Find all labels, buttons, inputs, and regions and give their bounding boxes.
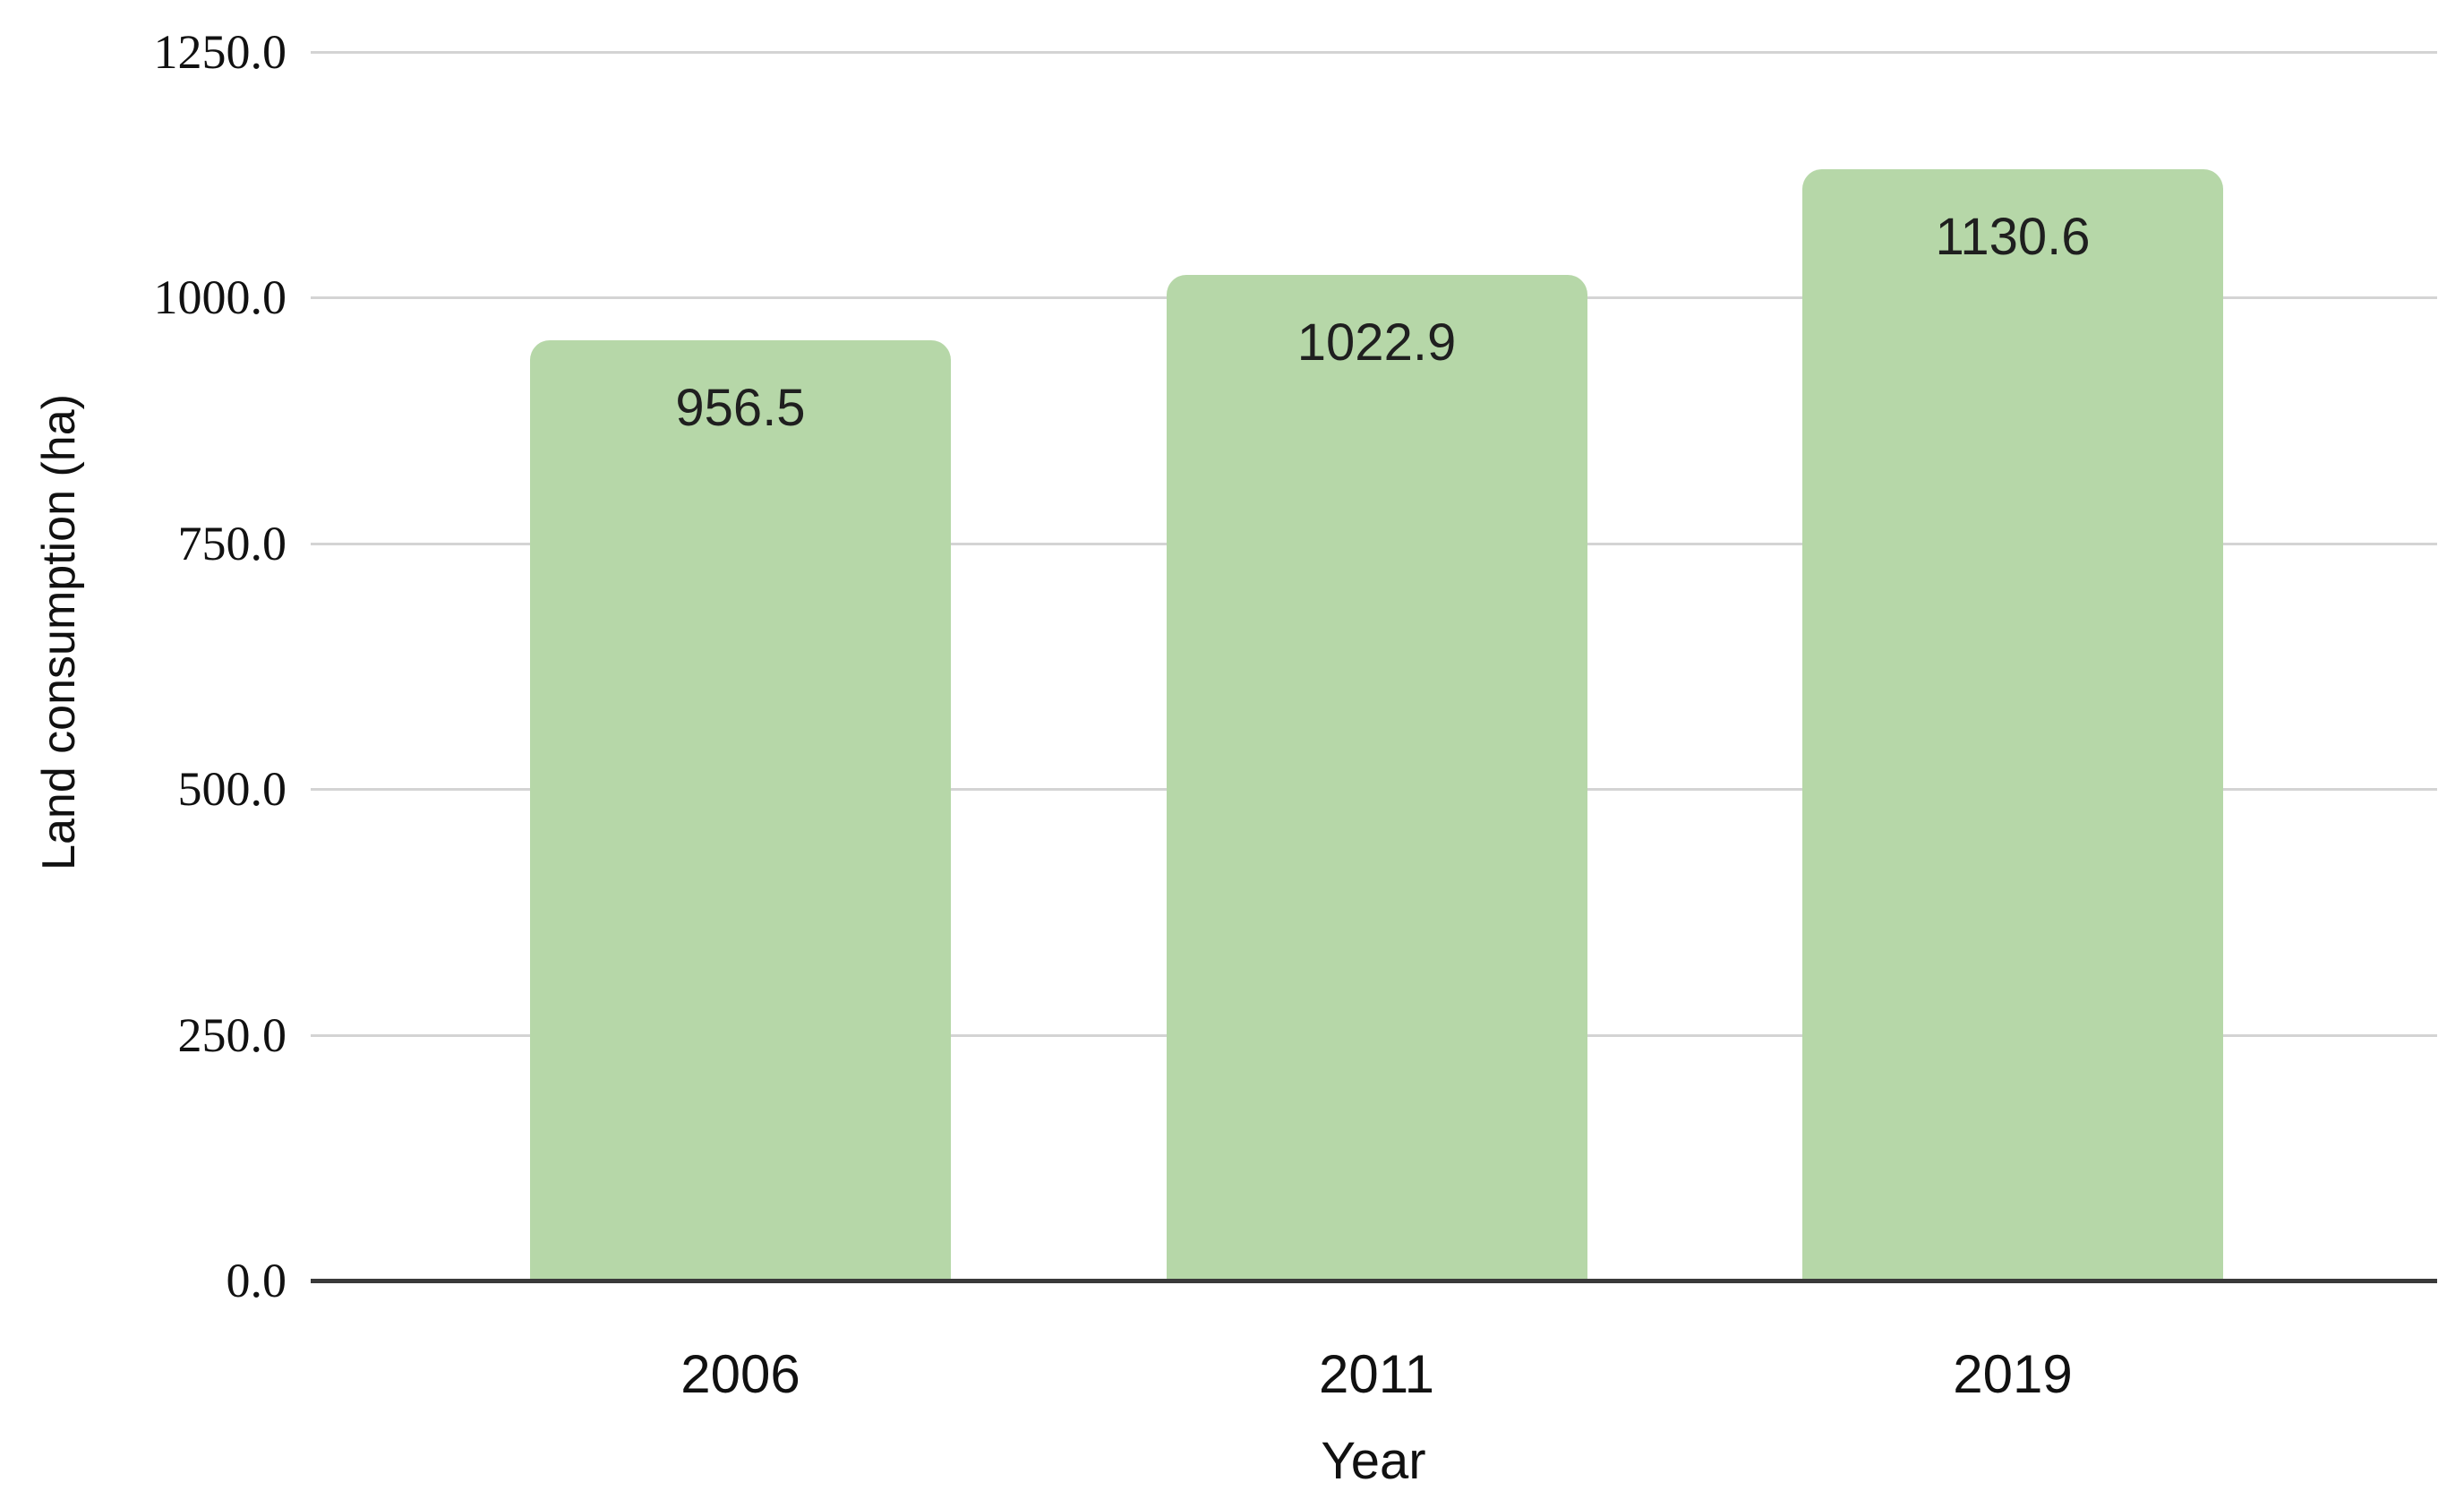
x-axis-title: Year bbox=[1321, 1432, 1426, 1490]
y-tick-label: 500.0 bbox=[177, 762, 287, 817]
bar-value-label: 956.5 bbox=[675, 379, 806, 438]
bar-value-label: 1130.6 bbox=[1935, 208, 2091, 267]
gridline bbox=[311, 51, 2437, 54]
x-tick-label-2019: 2019 bbox=[1953, 1344, 2073, 1404]
y-tick-label: 0.0 bbox=[226, 1254, 287, 1307]
x-axis-line bbox=[311, 1279, 2437, 1283]
bar-value-label: 1022.9 bbox=[1296, 313, 1457, 373]
y-tick-label: 750.0 bbox=[177, 516, 287, 570]
y-tick-label: 1000.0 bbox=[153, 270, 287, 325]
x-tick-label-2011: 2011 bbox=[1318, 1344, 1435, 1404]
y-tick-label: 1250.0 bbox=[153, 25, 287, 79]
bar-2019: 1130.6 bbox=[1802, 169, 2223, 1281]
bar-2006: 956.5 bbox=[530, 340, 951, 1281]
y-tick-label: 250.0 bbox=[177, 1007, 287, 1062]
bar-2011: 1022.9 bbox=[1166, 275, 1587, 1281]
x-tick-label-2006: 2006 bbox=[680, 1344, 800, 1404]
